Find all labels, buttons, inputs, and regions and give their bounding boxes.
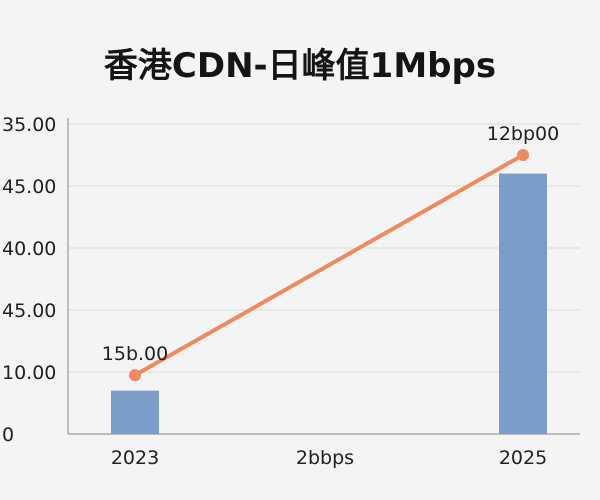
y-tick-label: 45.00: [2, 300, 56, 322]
data-label: 12bp00: [487, 123, 559, 145]
data-label: 15b.00: [102, 343, 168, 365]
bar: [499, 173, 547, 434]
bar: [111, 390, 159, 434]
x-tick-label: 2025: [499, 447, 547, 469]
y-tick-label: 0: [2, 424, 14, 446]
y-tick-label: 35.00: [2, 114, 56, 136]
line-point: [517, 149, 529, 161]
x-tick-label: 2023: [111, 447, 159, 469]
x-tick-label: 2bbps: [296, 447, 354, 469]
y-tick-label: 45.00: [2, 176, 56, 198]
y-tick-label: 40.00: [2, 238, 56, 260]
line-point: [129, 369, 141, 382]
line-series: [133, 153, 525, 378]
y-tick-label: 10.00: [2, 362, 56, 384]
chart-title: 香港CDN-日峰值1Mbps: [103, 46, 497, 86]
